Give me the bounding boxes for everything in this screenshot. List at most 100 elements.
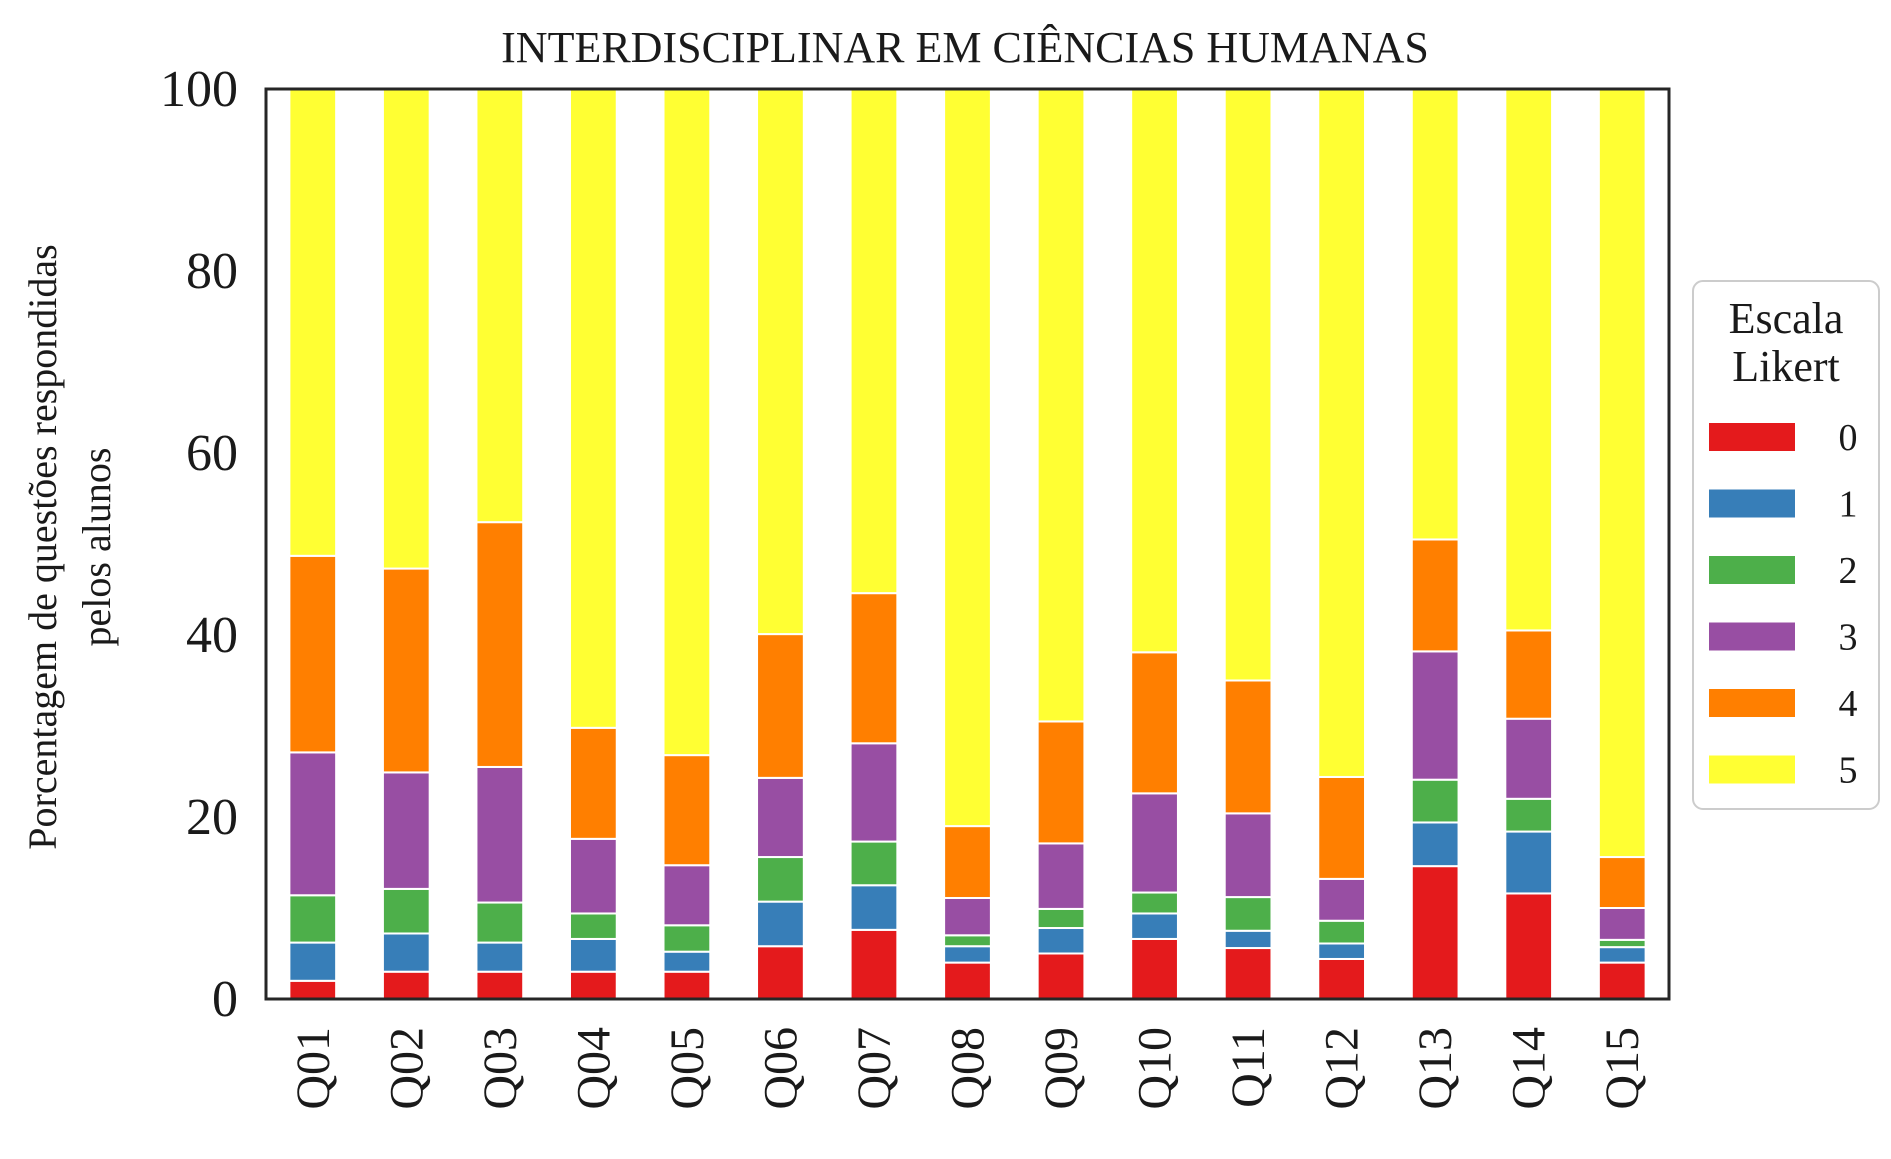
x-tick-label-q08: Q08: [942, 1027, 995, 1110]
bar-q13-level-4: [1410, 538, 1460, 653]
bar-q04-level-5: [568, 88, 618, 729]
bar-q14-level-1: [1504, 830, 1554, 895]
x-tick-label-q01: Q01: [287, 1027, 340, 1110]
legend-items: 0 1 2 3 4 5: [1709, 417, 1858, 792]
chart-title: INTERDISCIPLINAR EM CIÊNCIAS HUMANAS: [501, 23, 1429, 72]
bar-q01-level-0: [288, 979, 338, 1000]
x-tick-label-q07: Q07: [848, 1027, 901, 1110]
bar-q07-level-5: [849, 88, 899, 595]
y-tick-label-40: 40: [186, 607, 238, 664]
bar-q08-level-0: [943, 961, 992, 1000]
y-tick-label-60: 60: [186, 425, 238, 482]
x-tick-label-q11: Q11: [1222, 1027, 1275, 1108]
bar-q07-level-4: [849, 592, 899, 745]
bars-group: [288, 88, 1647, 1001]
legend-label-1: 1: [1839, 484, 1858, 526]
bar-q10-level-0: [1130, 937, 1179, 1001]
bar-q05-level-5: [662, 88, 712, 757]
bar-q15-level-1: [1597, 946, 1647, 964]
bar-q05-level-2: [662, 924, 712, 953]
bar-q13-level-5: [1410, 88, 1460, 541]
bar-q12-level-1: [1317, 942, 1367, 960]
legend-swatch-2: [1709, 556, 1795, 584]
x-tick-label-q06: Q06: [754, 1027, 807, 1110]
y-tick-label-0: 0: [212, 971, 238, 1028]
bar-q14-level-3: [1504, 717, 1554, 800]
bar-q02-level-5: [381, 88, 431, 570]
bar-q10-level-4: [1130, 651, 1179, 795]
bar-q08-level-1: [943, 945, 992, 964]
legend-swatch-4: [1709, 689, 1795, 717]
bar-q08-level-2: [943, 934, 992, 948]
bar-q04-level-0: [568, 970, 618, 1001]
legend-title-line-2: Likert: [1732, 342, 1840, 391]
bar-q03-level-4: [475, 521, 525, 768]
legend-label-0: 0: [1839, 417, 1858, 459]
bar-q09-level-4: [1036, 720, 1086, 845]
bar-q08-level-4: [943, 825, 992, 899]
y-axis-label-line-1: Porcentagem de questões respondidas: [20, 244, 65, 849]
bar-q15-level-2: [1597, 938, 1647, 949]
bar-q01-level-4: [288, 554, 338, 754]
bar-q06-level-1: [756, 900, 805, 948]
x-tick-label-q09: Q09: [1035, 1027, 1088, 1110]
bar-q15-level-4: [1597, 856, 1647, 909]
legend-swatch-0: [1709, 423, 1795, 451]
bar-q02-level-3: [381, 771, 431, 890]
bar-q15-level-5: [1597, 88, 1647, 859]
legend-label-5: 5: [1839, 750, 1858, 792]
bar-q10-level-3: [1130, 792, 1179, 894]
bar-q12-level-4: [1317, 775, 1367, 880]
y-axis-label: Porcentagem de questões respondidas pelo…: [20, 244, 119, 849]
bar-q07-level-3: [849, 742, 899, 843]
bar-q03-level-1: [475, 941, 525, 973]
x-tick-label-q03: Q03: [474, 1027, 527, 1110]
legend-label-3: 3: [1839, 617, 1858, 659]
bar-q11-level-4: [1223, 679, 1273, 815]
y-tick-label-100: 100: [160, 61, 238, 118]
bar-q15-level-3: [1597, 907, 1647, 941]
y-axis-label-line-2: pelos alunos: [74, 448, 119, 647]
bar-q13-level-2: [1410, 778, 1460, 824]
bar-q03-level-3: [475, 765, 525, 904]
x-tick-label-q02: Q02: [380, 1027, 433, 1110]
bar-q04-level-3: [568, 837, 618, 915]
bar-q02-level-2: [381, 887, 431, 935]
bar-q11-level-5: [1223, 88, 1273, 682]
bar-q15-level-0: [1597, 961, 1647, 1000]
bar-q10-level-2: [1130, 891, 1179, 915]
bar-q02-level-4: [381, 567, 431, 774]
legend-title-line-1: Escala: [1729, 294, 1844, 343]
bar-q12-level-3: [1317, 877, 1367, 922]
bar-q09-level-1: [1036, 927, 1086, 955]
bar-q06-level-5: [756, 88, 805, 636]
plot-frame: [264, 87, 1671, 1001]
bar-q03-level-5: [475, 88, 525, 524]
bar-q03-level-2: [475, 901, 525, 944]
bar-q03-level-0: [475, 970, 525, 1001]
legend: Escala Likert 0 1 2 3 4 5: [1692, 280, 1880, 810]
x-tick-label-q10: Q10: [1129, 1027, 1182, 1110]
bar-q01-level-2: [288, 894, 338, 944]
bar-q07-level-0: [849, 928, 899, 1001]
x-tick-label-q15: Q15: [1596, 1027, 1649, 1110]
bar-q13-level-3: [1410, 650, 1460, 781]
bar-q05-level-3: [662, 864, 712, 927]
bar-q05-level-4: [662, 754, 712, 867]
y-tick-label-20: 20: [186, 789, 238, 846]
bar-q09-level-0: [1036, 952, 1086, 1000]
y-ticks: 0 20 40 60 80 100: [160, 61, 238, 1028]
legend-label-2: 2: [1839, 550, 1858, 592]
bar-q12-level-0: [1317, 957, 1367, 1001]
bar-q14-level-0: [1504, 892, 1554, 1000]
bar-q14-level-4: [1504, 629, 1554, 720]
x-tick-label-q13: Q13: [1409, 1027, 1462, 1110]
bar-q07-level-2: [849, 840, 899, 887]
bar-q07-level-1: [849, 884, 899, 931]
bar-q01-level-1: [288, 941, 338, 982]
bar-q11-level-1: [1223, 929, 1273, 950]
bar-q01-level-3: [288, 751, 338, 897]
bar-q04-level-1: [568, 937, 618, 973]
bar-q06-level-2: [756, 856, 805, 903]
bar-q08-level-3: [943, 896, 992, 937]
